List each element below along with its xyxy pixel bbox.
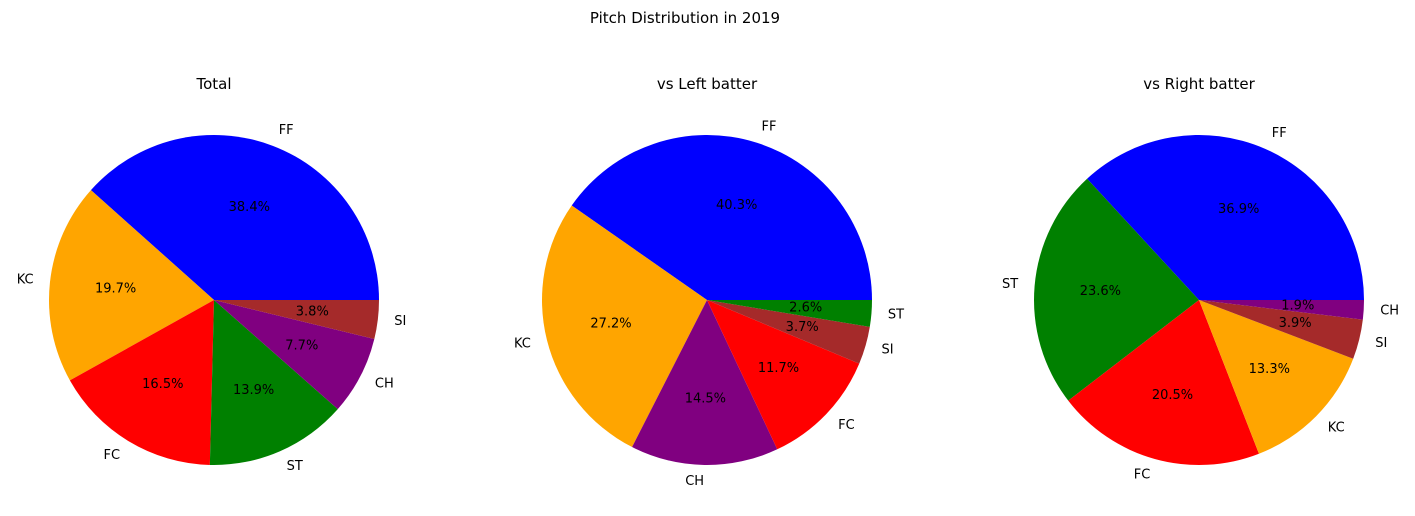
pie-chart-total: Total FF 38.4% KC 19.7% FC 16.5% ST 13.9% CH 7.7% S… (17, 75, 407, 474)
pct-label-vs-left-batter-ch: 14.5% (685, 392, 726, 407)
pct-label-vs-left-batter-kc: 27.2% (590, 317, 631, 332)
slice-label-vs-left-batter-fc: FC (838, 418, 855, 433)
slice-label-vs-left-batter-si: SI (882, 343, 894, 358)
figure-title: Pitch Distribution in 2019 (590, 9, 780, 27)
slice-label-vs-left-batter-ch: CH (685, 474, 704, 489)
pie-slice-total-ch (214, 300, 375, 410)
pie-slice-vs-right-batter-ch (1199, 300, 1364, 320)
pct-label-vs-right-batter-kc: 13.3% (1249, 362, 1290, 377)
pct-label-total-ch: 7.7% (285, 338, 318, 353)
slice-label-vs-right-batter-st: ST (1002, 277, 1018, 292)
slice-label-total-si: SI (394, 314, 406, 329)
slice-label-vs-right-batter-kc: KC (1328, 420, 1345, 435)
pie-slice-vs-left-batter-kc (541, 205, 707, 448)
slice-label-total-ff: FF (279, 123, 294, 138)
pct-label-total-fc: 16.5% (142, 377, 183, 392)
slice-label-total-fc: FC (104, 448, 121, 463)
pct-label-total-ff: 38.4% (229, 200, 270, 215)
pie-slice-total-ff (90, 135, 380, 300)
pie-slice-total-st (209, 300, 338, 466)
pct-label-vs-left-batter-st: 2.6% (789, 301, 822, 316)
pie-slice-total-si (214, 300, 379, 340)
slice-label-vs-left-batter-ff: FF (762, 119, 777, 134)
pct-label-vs-right-batter-st: 23.6% (1080, 284, 1121, 299)
pie-slice-total-kc (48, 190, 215, 381)
pct-label-total-si: 3.8% (296, 304, 329, 319)
pie-slice-vs-left-batter-si (707, 300, 870, 364)
pct-label-vs-right-batter-ch: 1.9% (1281, 298, 1314, 313)
pie-slice-vs-right-batter-kc (1199, 300, 1354, 454)
pie-slice-vs-right-batter-ff (1087, 134, 1364, 300)
slice-label-vs-left-batter-st: ST (888, 307, 904, 322)
slice-label-total-kc: KC (17, 273, 34, 288)
pie-slice-vs-left-batter-ff (571, 135, 872, 300)
pct-label-vs-left-batter-ff: 40.3% (716, 198, 757, 213)
pie-slice-vs-left-batter-fc (707, 300, 860, 450)
pct-label-total-st: 13.9% (233, 383, 274, 398)
pct-label-vs-right-batter-si: 3.9% (1279, 316, 1312, 331)
slice-label-vs-left-batter-kc: KC (514, 337, 531, 352)
slice-label-vs-right-batter-fc: FC (1134, 467, 1151, 482)
pie-slice-vs-left-batter-ch (632, 300, 778, 466)
pie-chart-vs-left-batter: vs Left batter FF 40.3% KC 27.2% CH 14.5% FC 11.… (514, 75, 904, 489)
slice-label-vs-right-batter-ch: CH (1380, 303, 1399, 318)
pct-label-vs-left-batter-si: 3.7% (786, 320, 819, 335)
slice-label-total-st: ST (287, 459, 303, 474)
slice-label-total-ch: CH (375, 376, 394, 391)
pie-chart-vs-right-batter: vs Right batter FF 36.9% ST 23.6% FC 20.5% KC 13… (1002, 75, 1399, 482)
pct-label-vs-left-batter-fc: 11.7% (758, 361, 799, 376)
pie-slice-vs-right-batter-fc (1068, 300, 1259, 465)
pie-title-vs-left-batter: vs Left batter (657, 75, 758, 93)
pie-slice-vs-right-batter-si (1199, 300, 1363, 359)
pie-slice-total-fc (69, 300, 214, 465)
pie-slice-vs-right-batter-st (1034, 178, 1199, 401)
slice-label-vs-right-batter-ff: FF (1272, 126, 1287, 141)
pct-label-vs-right-batter-fc: 20.5% (1152, 388, 1193, 403)
pie-title-vs-right-batter: vs Right batter (1143, 75, 1255, 93)
pct-label-total-kc: 19.7% (95, 282, 136, 297)
pie-slice-vs-left-batter-st (707, 300, 872, 327)
pie-title-total: Total (195, 75, 231, 93)
slice-label-vs-right-batter-si: SI (1375, 336, 1387, 351)
pct-label-vs-right-batter-ff: 36.9% (1218, 202, 1259, 217)
